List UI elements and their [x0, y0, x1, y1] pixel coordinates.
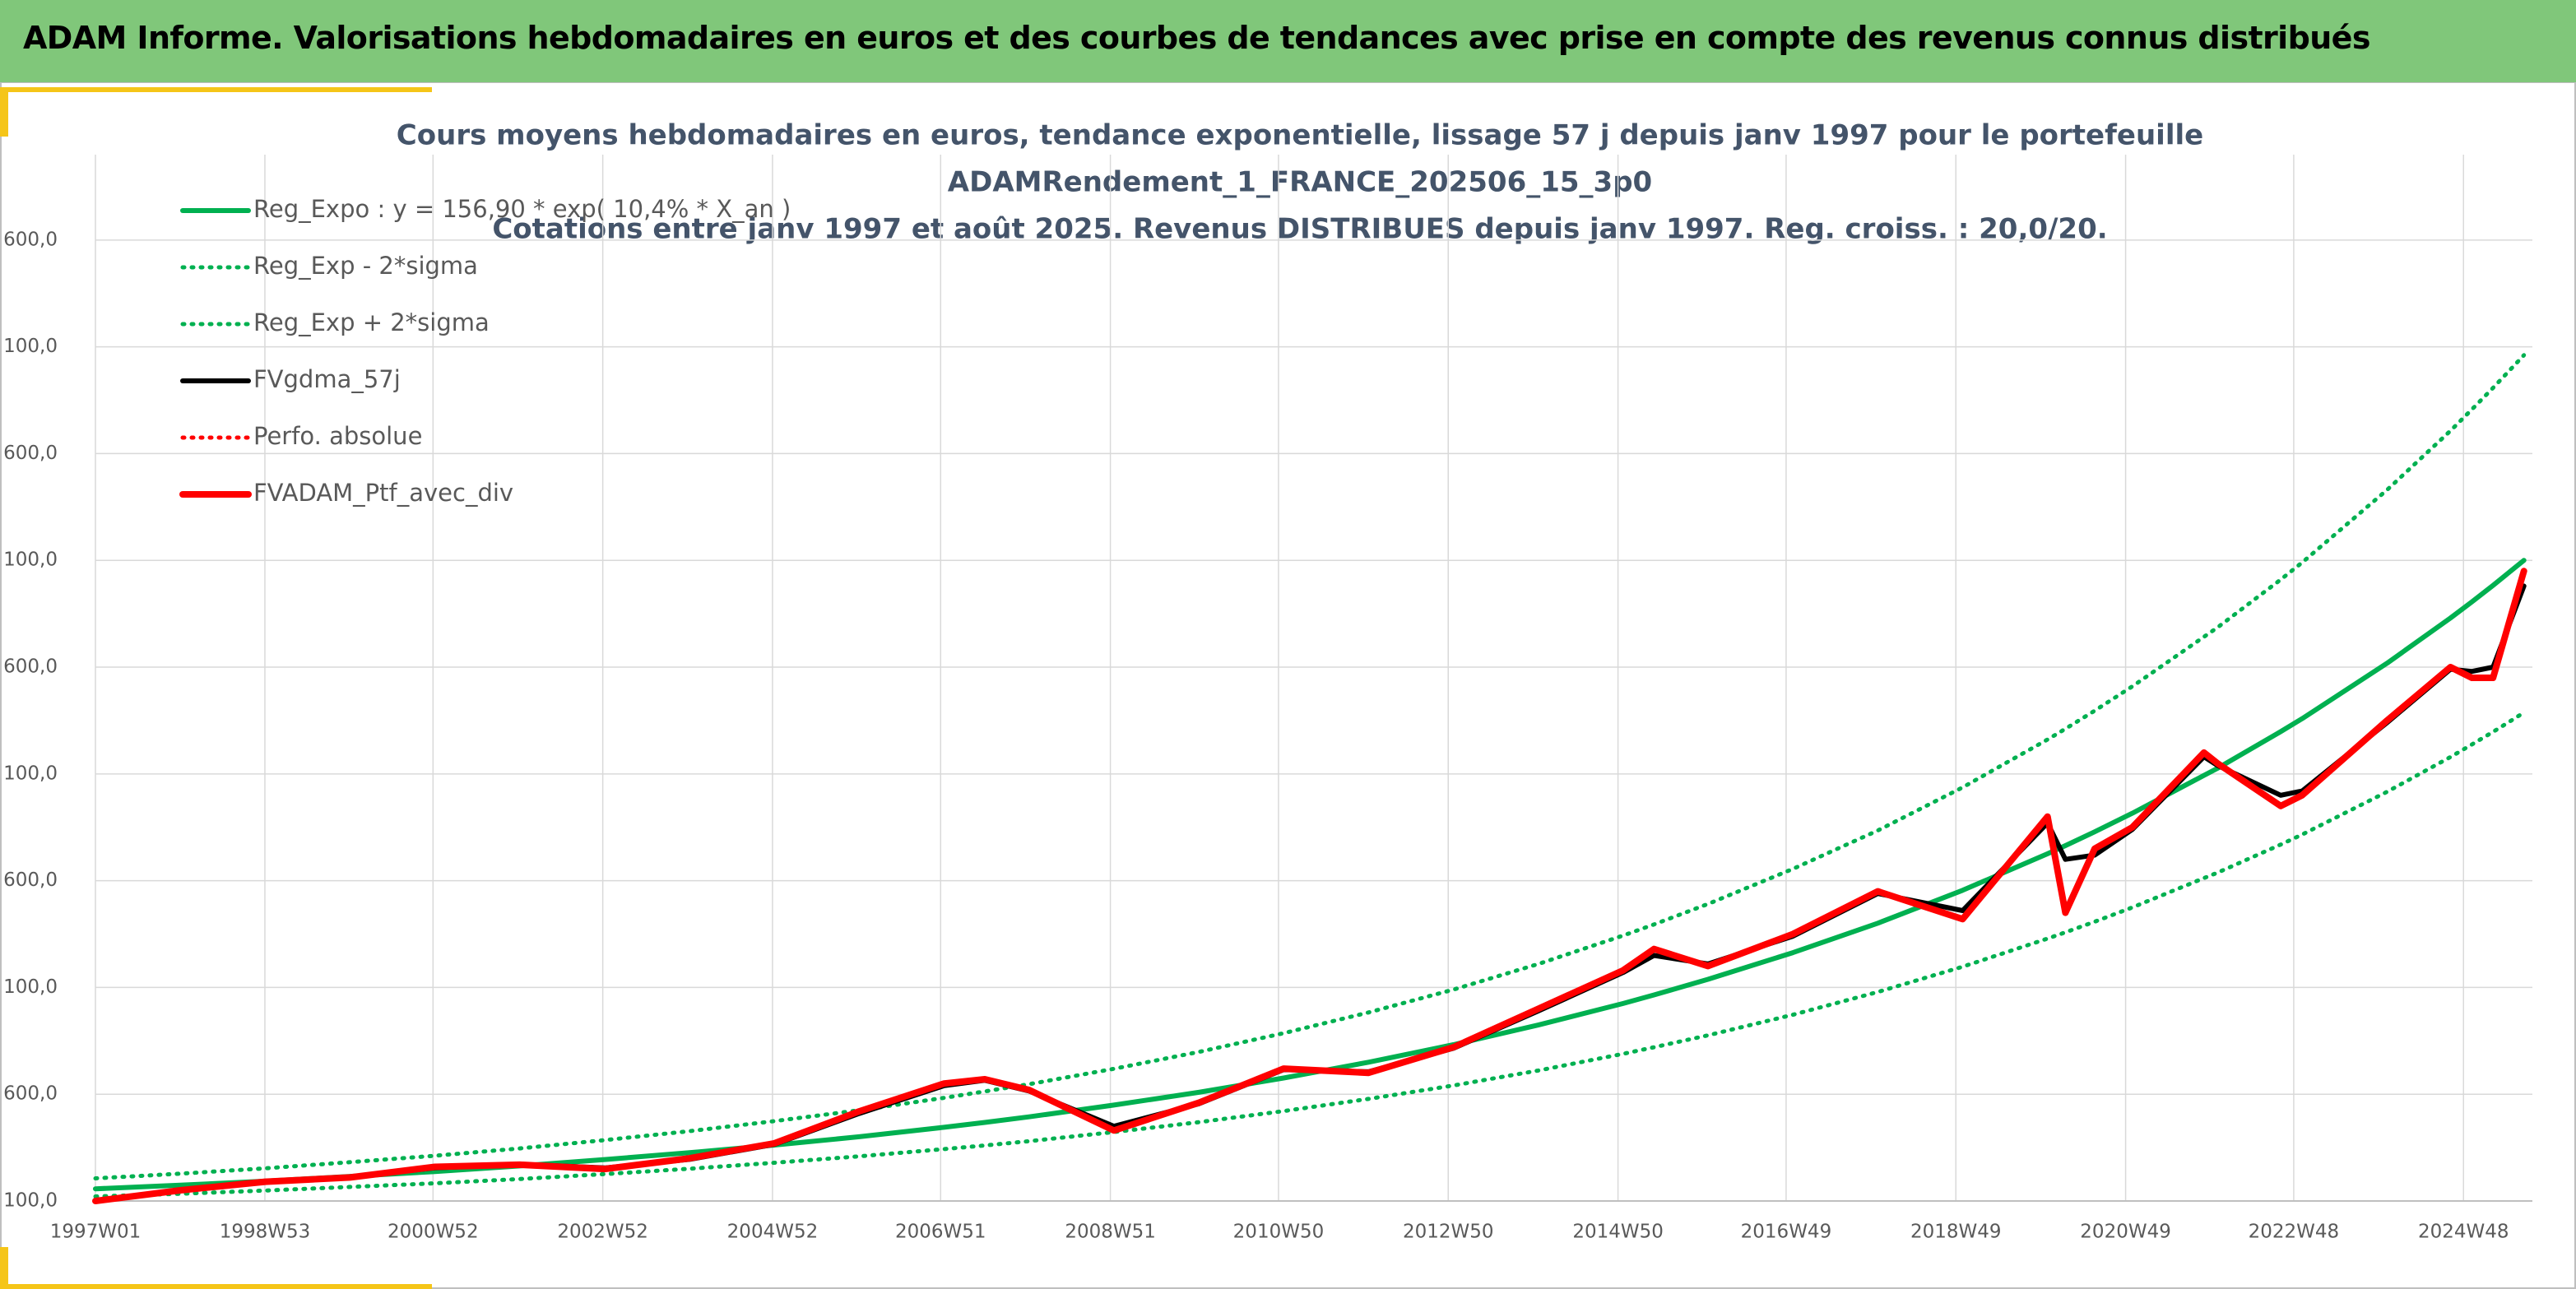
legend-label: Perfo. absolue — [253, 422, 422, 450]
y-tick-label: 3 100,0 — [0, 549, 58, 571]
y-tick-label: 600,0 — [3, 1083, 58, 1105]
series-line — [93, 710, 2527, 1199]
series-line — [92, 568, 2527, 1204]
chart-title: ADAMRendement_1_FRANCE_202506_15_3p0 — [948, 166, 1652, 199]
x-tick-label: 2012W50 — [1403, 1222, 1494, 1243]
x-tick-label: 2018W49 — [1910, 1222, 2002, 1243]
y-tick-label: 1 100,0 — [0, 976, 58, 998]
x-tick-label: 2020W49 — [2080, 1222, 2171, 1243]
legend-label: FVADAM_Ptf_avec_div — [253, 479, 513, 507]
legend-label: Reg_Exp + 2*sigma — [253, 308, 490, 336]
y-tick-label: 4 600,0 — [0, 229, 58, 250]
x-tick-label: 1997W01 — [50, 1222, 142, 1243]
corner-accent — [0, 87, 8, 137]
series-line — [93, 558, 2527, 1192]
x-tick-label: 2000W52 — [388, 1222, 479, 1243]
x-tick-label: 2008W51 — [1065, 1222, 1156, 1243]
corner-accent — [0, 87, 432, 92]
x-tick-label: 2006W51 — [895, 1222, 986, 1243]
x-tick-label: 2022W48 — [2249, 1222, 2340, 1243]
corner-accent — [0, 1284, 432, 1289]
y-tick-label: 3 600,0 — [0, 443, 58, 464]
frame — [0, 82, 2576, 1289]
y-tick-label: 2 600,0 — [0, 656, 58, 678]
x-tick-label: 2024W48 — [2418, 1222, 2509, 1243]
y-tick-label: 1 600,0 — [0, 869, 58, 891]
y-tick-label: 100,0 — [3, 1190, 58, 1212]
x-tick-label: 2004W52 — [727, 1222, 819, 1243]
x-tick-label: 2002W52 — [557, 1222, 648, 1243]
x-tick-label: 2014W50 — [1572, 1222, 1664, 1243]
corner-accent — [0, 1247, 8, 1289]
series-line — [93, 583, 2527, 1203]
x-tick-label: 1998W53 — [220, 1222, 311, 1243]
legend-label: Reg_Exp - 2*sigma — [253, 252, 478, 280]
header: ADAM Informe. Valorisations hebdomadaire… — [0, 0, 2576, 82]
legend-label: FVgdma_57j — [253, 365, 401, 393]
header-title: ADAM Informe. Valorisations hebdomadaire… — [23, 20, 2370, 56]
y-tick-label: 4 100,0 — [0, 336, 58, 357]
series-line — [93, 353, 2527, 1180]
x-tick-label: 2010W50 — [1233, 1222, 1325, 1243]
chart: Cours moyens hebdomadaires en euros, ten… — [0, 82, 2576, 1289]
legend-label: Reg_Expo : y = 156,90 * exp( 10,4% * X_a… — [253, 195, 791, 223]
y-tick-label: 2 100,0 — [0, 763, 58, 784]
x-tick-label: 2016W49 — [1741, 1222, 1832, 1243]
chart-title: Cours moyens hebdomadaires en euros, ten… — [397, 119, 2203, 152]
